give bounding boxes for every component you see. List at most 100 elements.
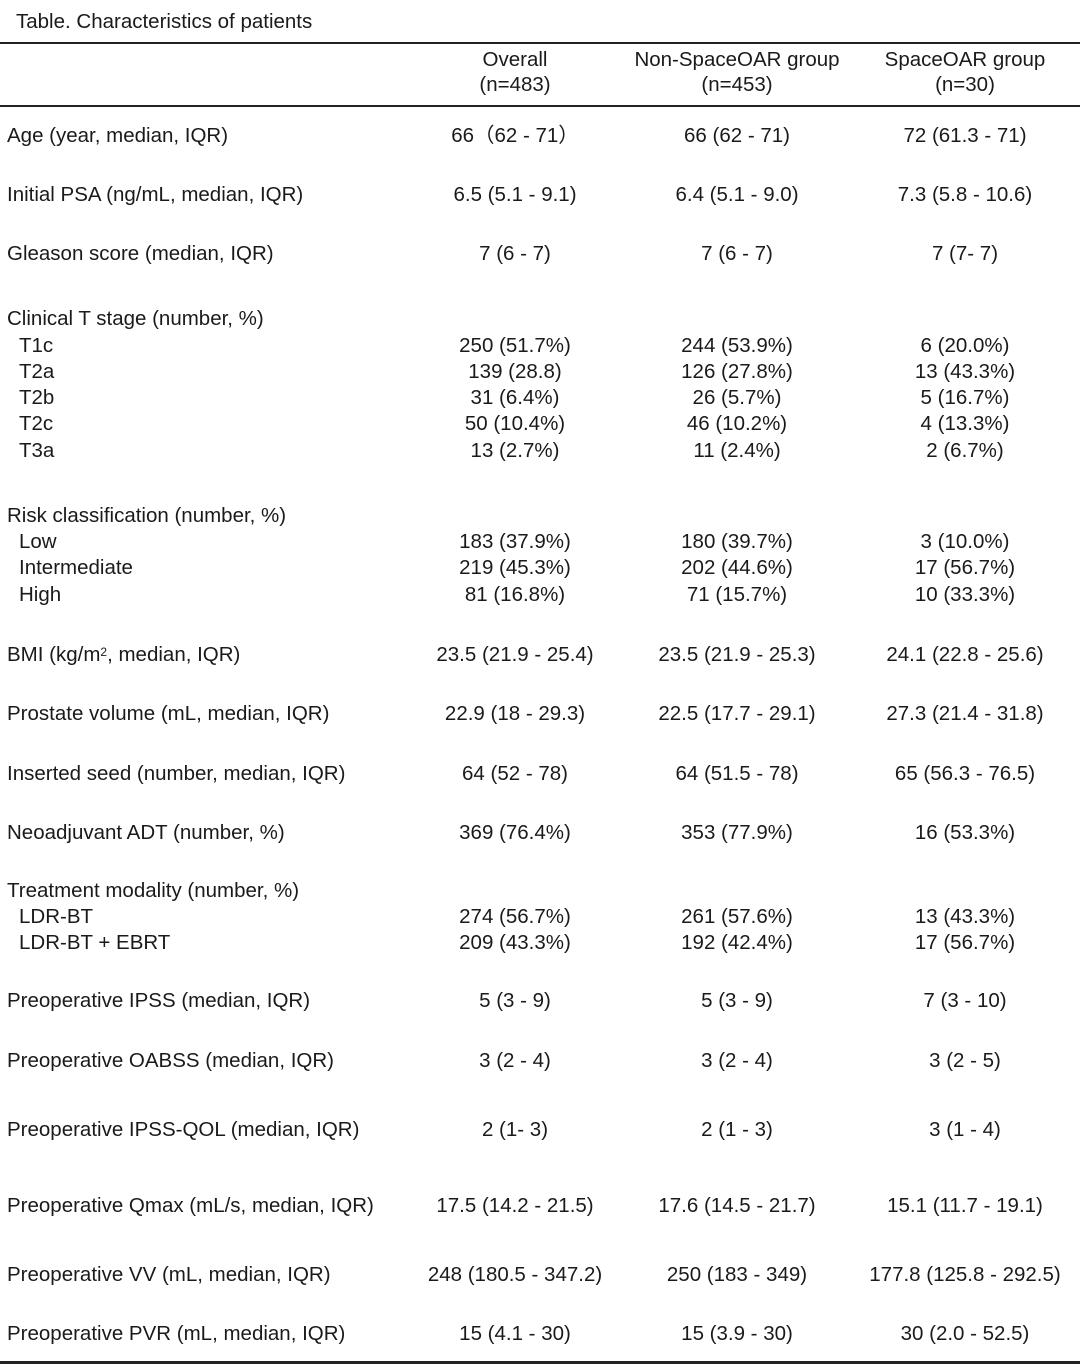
table-cell: 13 (43.3%) [914, 360, 1016, 383]
table-cell: 7 (3 - 10) [923, 989, 1007, 1012]
table-cell: 10 (33.3%) [914, 583, 1016, 606]
row-label-text: BMI (kg/m [7, 643, 101, 666]
row-label: Inserted seed (number, median, IQR) [7, 762, 345, 786]
row-label: Neoadjuvant ADT (number, %) [7, 821, 285, 845]
table-cell: 5 (16.7%) [920, 386, 1010, 409]
table-cell: 274 (56.7%) [459, 905, 571, 928]
table-cell: 183 (37.9%) [459, 530, 571, 553]
table-cell: 261 (57.6%) [681, 905, 793, 928]
table-cell: 250 (183 - 349) [666, 1263, 808, 1286]
row-label: Preoperative VV (mL, median, IQR) [7, 1263, 331, 1287]
row-label: Clinical T stage (number, %) [7, 307, 264, 331]
table-cell: 64 (51.5 - 78) [675, 762, 799, 785]
column-header-n: (n=453) [701, 73, 773, 96]
table-cell: 4 (13.3%) [920, 412, 1010, 435]
table-cell: 72 (61.3 - 71) [903, 124, 1027, 147]
row-label: Preoperative PVR (mL, median, IQR) [7, 1322, 345, 1346]
table-cell: 16 (53.3%) [914, 821, 1016, 844]
row-label-text: Preoperative OABSS (median, IQR) [7, 1049, 334, 1072]
table-cell: 11 (2.4%) [693, 439, 781, 462]
row-label-text: Inserted seed (number, median, IQR) [7, 762, 346, 785]
row-label-text: T2c [19, 412, 54, 435]
table-cell: 139 (28.8) [468, 360, 562, 383]
row-label: Preoperative Qmax (mL/s, median, IQR) [7, 1194, 374, 1218]
row-label-text: Preoperative IPSS-QOL (median, IQR) [7, 1118, 360, 1141]
row-label: Prostate volume (mL, median, IQR) [7, 702, 329, 726]
column-header-name: Non-SpaceOAR group [634, 48, 840, 71]
column-header-n: (n=30) [935, 73, 995, 96]
table-cell: 71 (15.7%) [686, 583, 788, 606]
table-cell: 17 (56.7%) [914, 931, 1016, 954]
row-sublabel: T2b [19, 386, 54, 410]
table-cell: 3 (2 - 5) [929, 1049, 1001, 1072]
table-cell: 15 (3.9 - 30) [681, 1322, 793, 1345]
row-label-text: Treatment modality (number, %) [7, 879, 300, 902]
table-cell: 248 (180.5 - 347.2) [427, 1263, 603, 1286]
table-cell: 250 (51.7%) [459, 334, 571, 357]
row-label-text: Age (year, median, IQR) [7, 124, 229, 147]
row-sublabel: High [19, 583, 61, 607]
row-label: Treatment modality (number, %) [7, 879, 299, 903]
table-cell: 23.5 (21.9 - 25.4) [436, 643, 594, 666]
row-label: Risk classification (number, %) [7, 504, 286, 528]
row-label: Preoperative IPSS (median, IQR) [7, 989, 310, 1013]
table-cell: 6 (20.0%) [920, 334, 1010, 357]
table-cell: 2 (6.7%) [926, 439, 1004, 462]
table-cell: 6.4 (5.1 - 9.0) [675, 183, 799, 206]
table-cell: 3 (2 - 4) [479, 1049, 551, 1072]
row-label-text: T2b [19, 386, 55, 409]
table-cell: 30 (2.0 - 52.5) [900, 1322, 1030, 1345]
table-cell: 209 (43.3%) [459, 931, 571, 954]
table-cell: 3 (1 - 4) [929, 1118, 1001, 1141]
row-sublabel: T2c [19, 412, 53, 436]
table-cell: 31 (6.4%) [470, 386, 560, 409]
table-cell: 180 (39.7%) [681, 530, 793, 553]
header-rule [0, 105, 1080, 107]
row-label-text: Prostate volume (mL, median, IQR) [7, 702, 330, 725]
table-cell: 17.6 (14.5 - 21.7) [658, 1194, 816, 1217]
row-sublabel: T2a [19, 360, 54, 384]
row-label: BMI (kg/m2, median, IQR) [7, 643, 240, 667]
row-label-text: Preoperative VV (mL, median, IQR) [7, 1263, 331, 1286]
table-cell: 50 (10.4%) [464, 412, 566, 435]
row-sublabel: Intermediate [19, 556, 133, 580]
table-cell: 65 (56.3 - 76.5) [894, 762, 1036, 785]
row-label-text: T2a [19, 360, 55, 383]
column-header-name: Overall [482, 48, 548, 71]
table-cell: 13 (2.7%) [470, 439, 560, 462]
row-label-text: Risk classification (number, %) [7, 504, 287, 527]
column-header-name: SpaceOAR group [884, 48, 1046, 71]
table-cell: 2 (1- 3) [481, 1118, 549, 1141]
row-label-text: Initial PSA (ng/mL, median, IQR) [7, 183, 304, 206]
table-cell: 24.1 (22.8 - 25.6) [886, 643, 1044, 666]
table-cell: 22.5 (17.7 - 29.1) [658, 702, 816, 725]
row-label-text: Preoperative IPSS (median, IQR) [7, 989, 311, 1012]
top-rule [0, 42, 1080, 44]
row-label-text: Intermediate [19, 556, 133, 579]
table-cell: 2 (1 - 3) [701, 1118, 773, 1141]
row-label: Preoperative IPSS-QOL (median, IQR) [7, 1118, 359, 1142]
row-label-text: Clinical T stage (number, %) [7, 307, 264, 330]
table-cell: 66 (62 - 71) [684, 124, 790, 147]
row-label-text: LDR-BT [19, 905, 94, 928]
table-cell: 177.8 (125.8 - 292.5) [869, 1263, 1061, 1286]
table-cell: 126 (27.8%) [681, 360, 793, 383]
row-label-text: Preoperative Qmax (mL/s, median, IQR) [7, 1194, 374, 1217]
row-sublabel: LDR-BT [19, 905, 93, 929]
table-cell: 5 (3 - 9) [479, 989, 551, 1012]
table-cell: 244 (53.9%) [681, 334, 793, 357]
row-label: Initial PSA (ng/mL, median, IQR) [7, 183, 303, 207]
row-label-text: High [19, 583, 62, 606]
table-cell: 353 (77.9%) [681, 821, 793, 844]
table-cell: 7 (7- 7) [931, 242, 999, 265]
table-cell: 27.3 (21.4 - 31.8) [886, 702, 1044, 725]
table-cell: 7.3 (5.8 - 10.6) [897, 183, 1033, 206]
row-sublabel: T1c [19, 334, 53, 358]
row-label-text: T3a [19, 439, 55, 462]
table-cell: 64 (52 - 78) [462, 762, 568, 785]
table-cell: 23.5 (21.9 - 25.3) [658, 643, 816, 666]
table-cell: 5 (3 - 9) [701, 989, 773, 1012]
table-cell: 7 (6 - 7) [479, 242, 551, 265]
row-label-text: Gleason score (median, IQR) [7, 242, 274, 265]
row-sublabel: LDR-BT + EBRT [19, 931, 170, 955]
